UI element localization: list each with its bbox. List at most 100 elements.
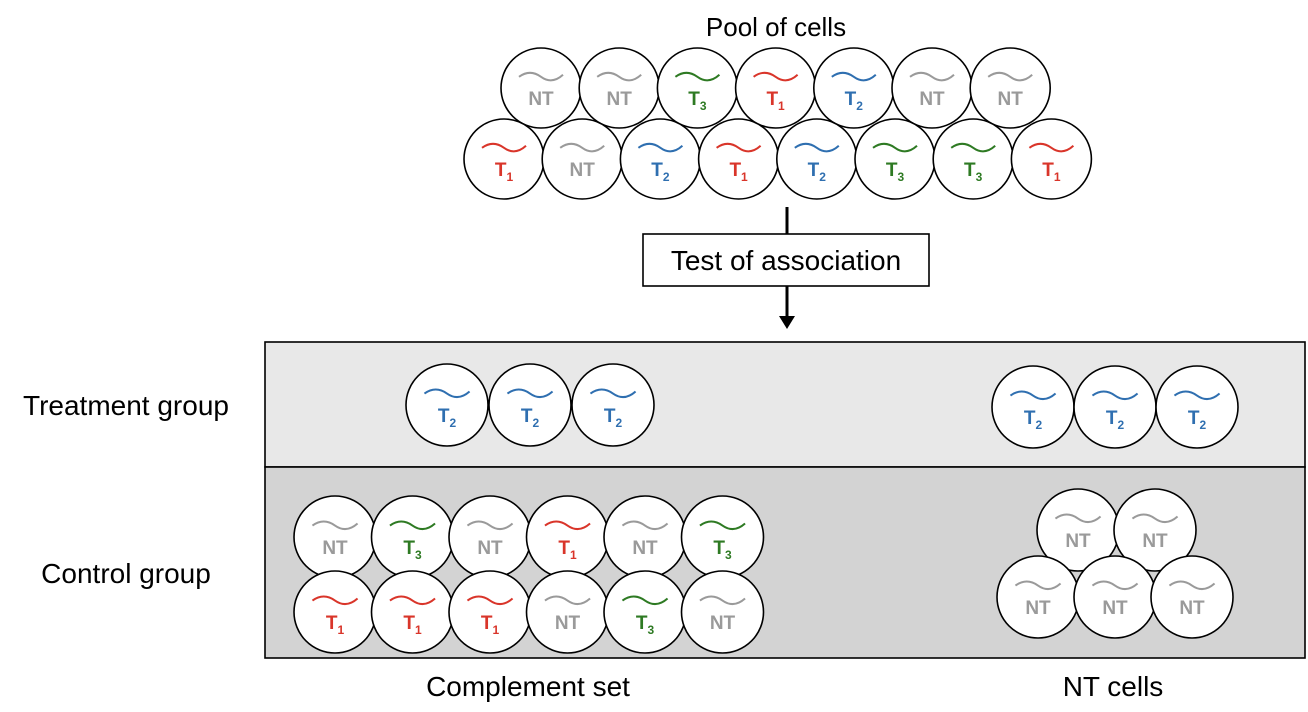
transcript-squiggle [466, 520, 514, 531]
cell-nt: NT [1036, 488, 1120, 572]
cell-nt: NT [525, 570, 610, 654]
cell-t3: T3 [932, 118, 1015, 200]
cell-label: T1 [495, 160, 514, 184]
transcript-squiggle [1173, 390, 1221, 401]
cell-label: T2 [1188, 408, 1207, 432]
transcript-squiggle [389, 520, 436, 531]
cell-body [370, 495, 455, 579]
transcript-squiggle [589, 388, 637, 399]
cell-label: T2 [808, 160, 827, 184]
cell-label: T2 [845, 89, 864, 113]
transcript-squiggle [1009, 390, 1057, 401]
transcript-squiggle [987, 71, 1033, 82]
cell-body [1010, 118, 1093, 200]
cell-label: T2 [1106, 408, 1125, 432]
cell-label: NT [322, 538, 348, 559]
transcript-squiggle [1091, 580, 1139, 591]
transcript-squiggle [753, 71, 799, 82]
cell-label: T3 [964, 160, 983, 184]
transcript-squiggle [544, 595, 591, 606]
transcript-squiggle [1028, 142, 1075, 153]
pool-title: Pool of cells [706, 12, 846, 42]
cell-label: NT [607, 89, 633, 110]
cell-label: T3 [403, 538, 422, 562]
arrow-head [779, 316, 795, 329]
cell-t2: T2 [812, 47, 895, 129]
cell-label: NT [1102, 598, 1128, 619]
transcript-squiggle [544, 520, 591, 531]
transcript-squiggle [674, 71, 721, 82]
cell-t1: T1 [463, 118, 545, 200]
cell-t3: T3 [854, 118, 936, 200]
cell-nt: NT [293, 495, 377, 579]
transcript-squiggle [637, 142, 684, 153]
cell-label: T1 [403, 613, 422, 637]
transcript-squiggle [621, 595, 669, 606]
cell-t2: T2 [1073, 365, 1157, 449]
cell-t1: T1 [448, 570, 532, 654]
cell-body [293, 570, 377, 654]
transcript-squiggle [389, 595, 436, 606]
cell-t2: T2 [991, 365, 1075, 449]
cell-t2: T2 [405, 363, 489, 447]
cell-t1: T1 [734, 47, 817, 129]
cell-body [525, 495, 610, 579]
transcript-squiggle [950, 142, 996, 153]
transcript-squiggle [559, 142, 605, 153]
test-box-label: Test of association [671, 245, 901, 276]
cell-label: T1 [326, 613, 345, 637]
cell-label: T3 [636, 613, 655, 637]
cell-nt: NT [500, 47, 582, 129]
cell-label: T1 [558, 538, 577, 562]
cell-t2: T2 [775, 118, 858, 200]
transcript-squiggle [481, 142, 527, 153]
cell-label: NT [998, 89, 1024, 110]
transcript-squiggle [466, 595, 514, 606]
cell-body [1073, 365, 1157, 449]
cell-nt: NT [969, 47, 1052, 129]
cell-label: T1 [729, 160, 748, 184]
cell-body [488, 363, 572, 447]
cell-body [680, 495, 765, 579]
cell-body [405, 363, 489, 447]
cell-body [1073, 555, 1157, 639]
transcript-squiggle [831, 71, 877, 82]
cell-label: NT [632, 538, 658, 559]
cell-label: NT [528, 89, 554, 110]
cell-t2: T2 [619, 118, 702, 200]
cell-label: T2 [604, 406, 623, 430]
transcript-squiggle [699, 595, 746, 606]
cell-label: NT [1179, 598, 1205, 619]
cell-body [448, 495, 532, 579]
cell-nt: NT [1073, 555, 1157, 639]
cell-t2: T2 [1155, 365, 1239, 449]
cell-label: NT [1142, 531, 1168, 552]
transcript-squiggle [311, 595, 359, 606]
group-cells: T2 T2 T2 T2 T2 T2 NT T3 NT T1 NT T3 T1 T1 T1 NT T3 NT NT NT… [293, 363, 1239, 654]
cell-body [448, 570, 532, 654]
transcript-squiggle [1054, 513, 1102, 524]
cell-body [1113, 488, 1197, 572]
cell-label: T3 [886, 160, 905, 184]
cell-body [1150, 555, 1234, 639]
cell-nt: NT [578, 47, 661, 129]
cell-nt: NT [603, 495, 687, 579]
test-box [642, 233, 930, 287]
transcript-squiggle [699, 520, 746, 531]
cell-body [969, 47, 1052, 129]
cell-body [525, 570, 610, 654]
nt-cells-label: NT cells [1063, 671, 1164, 702]
cell-body [571, 363, 655, 447]
cell-t1: T1 [1010, 118, 1093, 200]
cell-label: NT [570, 160, 596, 181]
cell-t3: T3 [680, 495, 765, 579]
cell-body [603, 495, 687, 579]
cell-label: NT [919, 89, 945, 110]
cell-nt: NT [996, 555, 1080, 639]
cell-label: NT [555, 613, 581, 634]
transcript-squiggle [518, 71, 564, 82]
cell-t3: T3 [656, 47, 739, 129]
cell-nt: NT [448, 495, 532, 579]
transcript-squiggle [311, 520, 359, 531]
